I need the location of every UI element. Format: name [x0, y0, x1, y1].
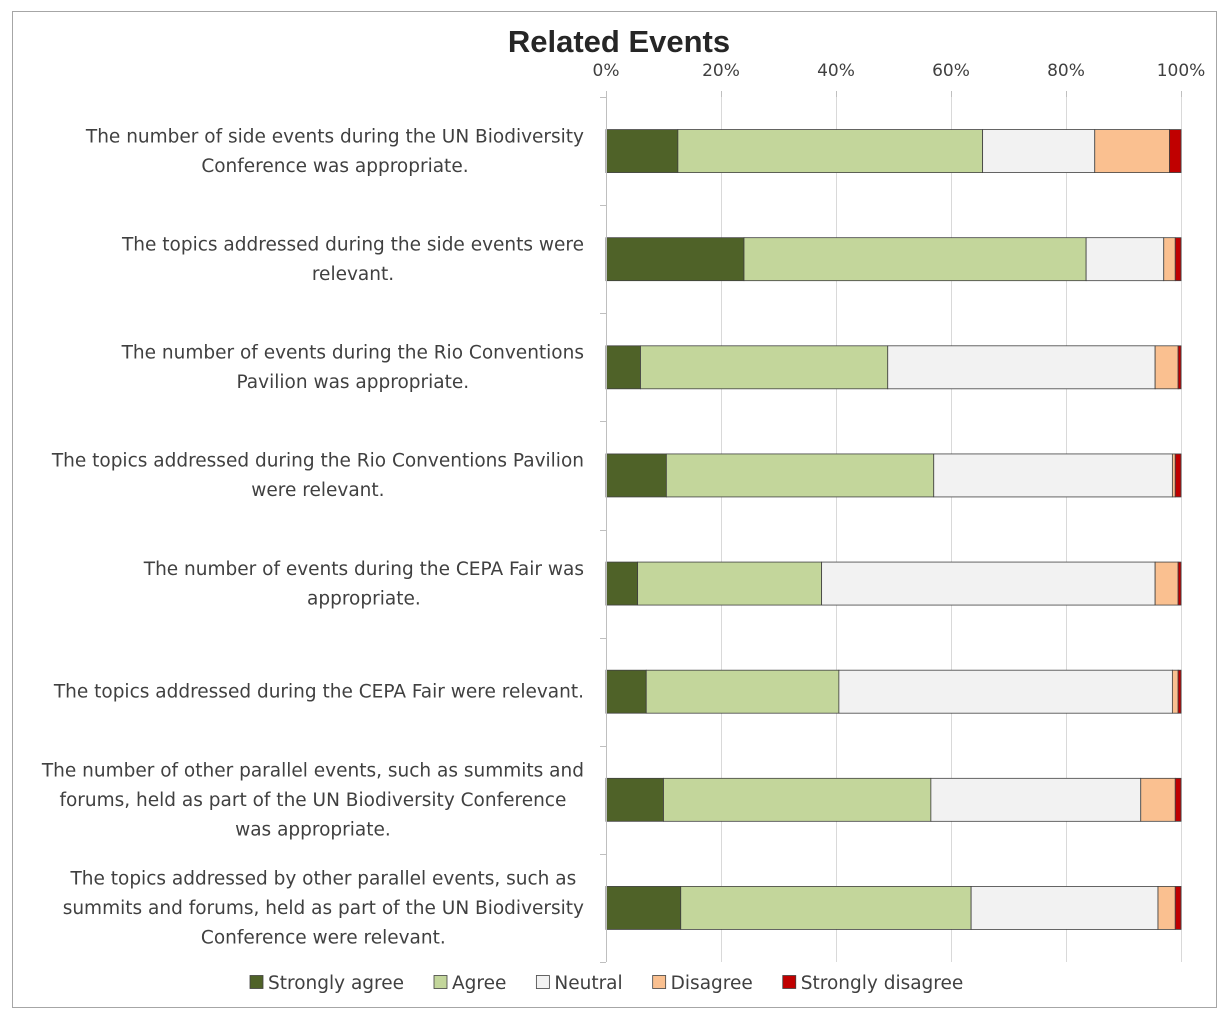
- bar-segment-strongly-agree: [605, 129, 679, 173]
- bar-segment-neutral: [970, 886, 1159, 930]
- category-label: The topics addressed during the Rio Conv…: [51, 451, 584, 502]
- bars: [605, 129, 1182, 930]
- bar-segment-agree: [743, 237, 1087, 282]
- bar-segment-strongly-agree: [605, 669, 647, 714]
- category-label-line: Conference was appropriate.: [201, 156, 468, 177]
- category-label: The topics addressed during the side eve…: [121, 234, 584, 285]
- bar-segment-disagree: [1154, 345, 1179, 390]
- legend-swatch: [433, 975, 448, 989]
- bar-segment-neutral: [933, 453, 1173, 498]
- category-label-line: The number of events during the Rio Conv…: [121, 343, 584, 364]
- legend: Strongly agree Agree Neutral Disagree Strong…: [249, 973, 964, 994]
- x-axis-ticks: 0% 20% 40% 60% 80% 100%: [593, 61, 1206, 97]
- category-label-line: The number of side events during the UN …: [85, 126, 584, 147]
- bar-segment-agree: [637, 561, 823, 606]
- bar-segment-disagree: [1154, 561, 1179, 606]
- bar-segment-agree: [677, 129, 984, 173]
- category-label: The number of events during the Rio Conv…: [121, 343, 584, 394]
- bar-segment-strongly-disagree: [1174, 453, 1182, 498]
- bar-segment-neutral: [982, 129, 1096, 173]
- x-tick-label: 20%: [702, 61, 740, 81]
- bar-segment-agree: [640, 345, 889, 390]
- category-label-line: appropriate.: [307, 588, 421, 609]
- chart-frame: [12, 11, 1217, 1008]
- category-label-line: Pavilion was appropriate.: [236, 372, 469, 393]
- bar-segment-disagree: [1171, 669, 1179, 714]
- bar-segment-strongly-agree: [605, 453, 667, 498]
- bar-segment-neutral: [930, 777, 1142, 822]
- legend-swatch: [535, 975, 550, 989]
- bar-segment-agree: [665, 453, 935, 498]
- bar-segment-strongly-agree: [605, 345, 641, 390]
- legend-label: Strongly disagree: [801, 973, 964, 994]
- category-label-line: summits and forums, held as part of the …: [63, 898, 584, 919]
- category-label: The number of events during the CEPA Fai…: [143, 559, 584, 610]
- bar-segment-strongly-disagree: [1169, 129, 1182, 173]
- legend-label: Strongly agree: [268, 973, 404, 994]
- x-tick-label: 60%: [932, 61, 970, 81]
- bar-segment-strongly-disagree: [1174, 237, 1182, 282]
- bar-segment-strongly-agree: [605, 237, 745, 282]
- bar-segment-strongly-disagree: [1177, 561, 1182, 606]
- category-label-line: forums, held as part of the UN Biodivers…: [59, 790, 566, 811]
- category-label-line: The topics addressed during the CEPA Fai…: [53, 682, 584, 703]
- bar-segment-neutral: [1085, 237, 1165, 282]
- category-label-line: were relevant.: [251, 480, 384, 501]
- category-label: The topics addressed by other parallel e…: [63, 868, 584, 948]
- legend-label: Neutral: [554, 973, 622, 994]
- bar-segment-agree: [663, 777, 932, 822]
- category-label-line: Conference were relevant.: [201, 927, 446, 948]
- chart-title: Related Events: [508, 24, 730, 59]
- bar-segment-disagree: [1171, 453, 1176, 498]
- bar-segment-strongly-disagree: [1177, 345, 1182, 390]
- bar-segment-strongly-disagree: [1174, 886, 1182, 930]
- category-label-line: The number of other parallel events, suc…: [41, 760, 584, 781]
- bar-segment-strongly-agree: [605, 561, 639, 606]
- legend-swatch: [249, 975, 264, 989]
- category-label: The number of side events during the UN …: [85, 126, 584, 177]
- bar-segment-neutral: [887, 345, 1156, 390]
- category-label-line: The topics addressed by other parallel e…: [69, 868, 576, 889]
- legend-label: Disagree: [671, 973, 753, 994]
- bar-segment-disagree: [1094, 129, 1170, 173]
- category-label: The topics addressed during the CEPA Fai…: [53, 682, 584, 703]
- category-label-line: was appropriate.: [235, 819, 391, 840]
- bar-segment-strongly-disagree: [1174, 777, 1182, 822]
- bar-segment-disagree: [1157, 886, 1176, 930]
- category-axis: [600, 97, 607, 963]
- category-labels: The number of side events during the UN …: [41, 126, 584, 948]
- x-tick-label: 80%: [1047, 61, 1085, 81]
- bar-segment-disagree: [1163, 237, 1176, 282]
- bar-segment-agree: [645, 669, 840, 714]
- x-tick-label: 40%: [817, 61, 855, 81]
- category-label-line: The topics addressed during the side eve…: [121, 234, 584, 255]
- category-label-line: relevant.: [312, 264, 394, 285]
- category-label: The number of other parallel events, suc…: [41, 760, 584, 840]
- category-label-line: The number of events during the CEPA Fai…: [143, 559, 584, 580]
- bar-segment-strongly-disagree: [1177, 669, 1182, 714]
- bar-segment-neutral: [821, 561, 1156, 606]
- legend-swatch: [782, 975, 797, 989]
- legend-swatch: [652, 975, 667, 989]
- x-tick-label: 0%: [593, 61, 620, 81]
- bar-segment-strongly-agree: [605, 777, 664, 822]
- bar-segment-neutral: [838, 669, 1173, 714]
- x-tick-label: 100%: [1157, 61, 1206, 81]
- legend-label: Agree: [452, 973, 506, 994]
- bar-segment-disagree: [1140, 777, 1176, 822]
- bar-segment-agree: [680, 886, 972, 930]
- category-label-line: The topics addressed during the Rio Conv…: [51, 451, 584, 472]
- bar-segment-strongly-agree: [605, 886, 682, 930]
- gridlines: [721, 97, 1182, 962]
